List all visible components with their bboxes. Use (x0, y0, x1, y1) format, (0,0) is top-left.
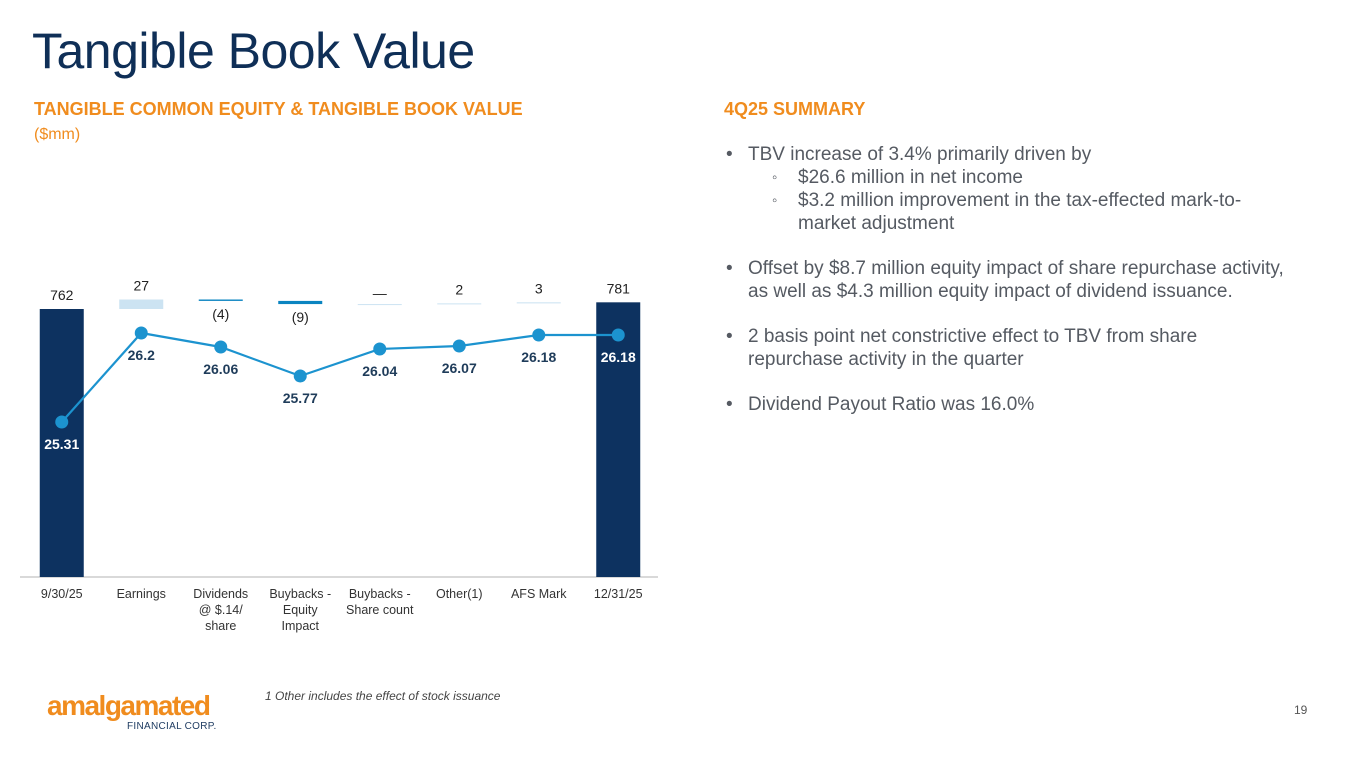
waterfall-bar (516, 302, 561, 304)
summary-sub-bullet: $26.6 million in net income (748, 166, 1284, 189)
tbv-point (134, 326, 148, 340)
bar-value-label: (9) (292, 309, 309, 325)
tbv-point (214, 340, 228, 354)
tbv-point-label: 26.07 (442, 360, 477, 376)
tbv-point (293, 369, 307, 383)
x-tick-label: Dividends @ $.14/share (193, 587, 248, 633)
summary-bullet: Dividend Payout Ratio was 16.0% (724, 393, 1284, 416)
tbv-point-label: 25.31 (44, 436, 79, 452)
waterfall-bar (278, 300, 323, 305)
waterfall-chart: 762 27 (4) (9) — 2 3 781 25.31 26.2 26.06 25.77 26.0… (20, 278, 658, 633)
waterfall-bar (39, 309, 84, 577)
summary-bullet: Offset by $8.7 million equity impact of … (724, 257, 1284, 303)
summary-bullets: TBV increase of 3.4% primarily driven by… (724, 143, 1284, 438)
tbv-point (452, 339, 466, 353)
slide-title: Tangible Book Value (32, 23, 475, 79)
x-tick-label: Buybacks -Equity Impact (269, 587, 331, 633)
waterfall-bar (357, 304, 402, 306)
chart-unit-label: ($mm) (34, 126, 81, 143)
tbv-point-label: 26.18 (601, 349, 636, 365)
x-tick-label: Other(1) (436, 587, 483, 601)
x-tick-label: 12/31/25 (594, 587, 643, 601)
waterfall-bar (437, 303, 482, 305)
summary-bullet: TBV increase of 3.4% primarily driven by… (724, 143, 1284, 235)
summary-bullet: 2 basis point net constrictive effect to… (724, 325, 1284, 371)
x-tick-label: AFS Mark (511, 587, 567, 601)
waterfall-bar (596, 302, 641, 577)
bar-value-label: 2 (455, 281, 463, 297)
logo-subtitle: FINANCIAL CORP. (127, 721, 217, 732)
summary-bullet-text: TBV increase of 3.4% primarily driven by (748, 144, 1092, 165)
summary-title: 4Q25 SUMMARY (724, 99, 866, 119)
tbv-point-label: 26.04 (362, 363, 397, 379)
company-logo: amalgamated FINANCIAL CORP. (47, 690, 237, 736)
tbv-point-label: 25.77 (283, 390, 318, 406)
waterfall-bar (119, 299, 164, 309)
tbv-point-label: 26.06 (203, 361, 238, 377)
page-number: 19 (1294, 703, 1308, 717)
tbv-point (55, 415, 69, 429)
bar-value-label: 3 (535, 280, 543, 296)
waterfall-bar (198, 299, 243, 301)
tbv-point-label: 26.18 (521, 349, 556, 365)
bar-value-label: — (373, 285, 387, 301)
bar-value-label: (4) (212, 306, 229, 322)
bar-value-label: 762 (50, 287, 74, 303)
x-tick-label: Buybacks -Share count (346, 587, 414, 617)
logo-wordmark: amalgamated (47, 690, 211, 721)
tbv-line (60, 331, 619, 423)
summary-sub-list: $26.6 million in net income $3.2 million… (748, 166, 1284, 235)
bar-value-label: 27 (133, 278, 149, 294)
tbv-point (611, 328, 625, 342)
x-tick-label: 9/30/25 (41, 587, 83, 601)
bar-value-label: 781 (607, 280, 631, 296)
tbv-point-label: 26.2 (128, 347, 155, 363)
footnote: 1 Other includes the effect of stock iss… (265, 689, 501, 703)
tbv-point (532, 328, 546, 342)
chart-title: TANGIBLE COMMON EQUITY & TANGIBLE BOOK V… (34, 99, 523, 119)
summary-sub-bullet: $3.2 million improvement in the tax-effe… (748, 189, 1284, 235)
tbv-point (373, 342, 387, 356)
x-tick-label: Earnings (117, 587, 166, 601)
